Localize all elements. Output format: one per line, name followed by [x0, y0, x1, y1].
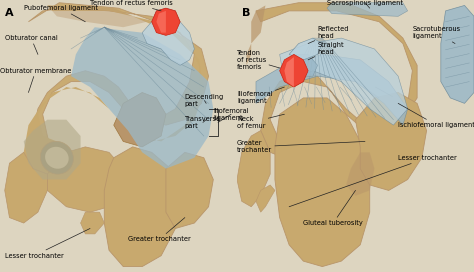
Polygon shape [81, 212, 104, 234]
Polygon shape [114, 92, 166, 147]
Text: Greater trochanter: Greater trochanter [128, 218, 191, 242]
Polygon shape [256, 185, 275, 212]
Polygon shape [47, 5, 147, 27]
Polygon shape [275, 98, 370, 267]
Text: Tendon of rectus femoris: Tendon of rectus femoris [90, 0, 173, 11]
Polygon shape [47, 147, 123, 212]
Polygon shape [71, 27, 213, 169]
Text: Lesser trochanter: Lesser trochanter [5, 228, 90, 259]
Ellipse shape [45, 147, 69, 169]
Polygon shape [256, 54, 408, 125]
Text: Iliofemoral
ligament: Iliofemoral ligament [213, 108, 249, 122]
Polygon shape [104, 147, 180, 267]
Text: Neck
of femur: Neck of femur [237, 114, 284, 129]
Text: Iliofemoral
ligament: Iliofemoral ligament [237, 87, 284, 104]
Text: Gluteal tuberosity: Gluteal tuberosity [303, 190, 363, 226]
Polygon shape [166, 152, 213, 228]
Text: Transverse
part: Transverse part [185, 116, 221, 129]
Polygon shape [256, 3, 417, 158]
Polygon shape [24, 120, 81, 180]
Polygon shape [346, 152, 374, 196]
Polygon shape [156, 11, 166, 33]
Polygon shape [280, 38, 408, 125]
Ellipse shape [40, 141, 73, 174]
Polygon shape [356, 92, 427, 190]
Polygon shape [289, 54, 318, 76]
Text: Reflected
head: Reflected head [308, 26, 349, 44]
Polygon shape [289, 38, 322, 60]
Text: Pubofemoral ligament: Pubofemoral ligament [24, 5, 98, 22]
Text: A: A [5, 8, 13, 18]
Text: Lesser trochanter: Lesser trochanter [289, 155, 457, 207]
Polygon shape [24, 5, 204, 174]
Text: Sacrospinous ligament: Sacrospinous ligament [327, 0, 403, 8]
Text: Tendon
of rectus
femoris: Tendon of rectus femoris [237, 50, 280, 70]
Polygon shape [5, 152, 47, 223]
Text: Straight
head: Straight head [308, 42, 344, 60]
Text: B: B [242, 8, 250, 18]
Polygon shape [441, 5, 474, 103]
Polygon shape [152, 8, 180, 35]
Text: Ischiofemoral ligament: Ischiofemoral ligament [398, 103, 474, 128]
Text: Greater
trochanter: Greater trochanter [237, 140, 365, 153]
Polygon shape [237, 131, 270, 207]
Text: Obturator membrane: Obturator membrane [0, 68, 72, 92]
Text: Sacrotuberous
ligament: Sacrotuberous ligament [412, 26, 461, 44]
Polygon shape [246, 5, 265, 65]
Polygon shape [284, 57, 294, 87]
Text: Descending
part: Descending part [185, 94, 224, 107]
Polygon shape [280, 54, 308, 87]
Text: Obturator canal: Obturator canal [5, 35, 57, 54]
Polygon shape [327, 3, 408, 16]
Polygon shape [28, 3, 209, 152]
Polygon shape [142, 8, 194, 65]
